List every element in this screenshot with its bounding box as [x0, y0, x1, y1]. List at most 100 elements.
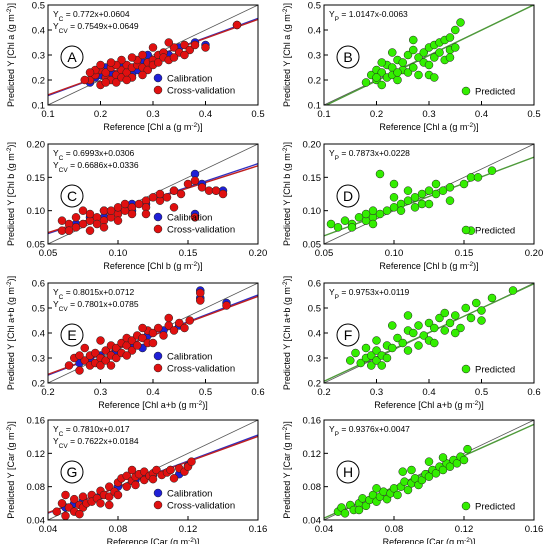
y-tick-label: 0.12 [27, 449, 46, 460]
predicted-point [451, 43, 460, 52]
panel-badge-letter: D [343, 188, 353, 204]
equation-1: YP = 0.9753x+0.0119 [329, 287, 410, 301]
predicted-point [414, 321, 423, 330]
predicted-point [445, 462, 455, 471]
predicted-point [459, 455, 469, 465]
panel-badge-letter: A [67, 49, 77, 65]
predicted-point [368, 206, 378, 215]
cv-point [152, 465, 161, 475]
x-tick-label: 0.20 [249, 248, 268, 259]
panel-badge [336, 45, 360, 69]
cv-point [120, 199, 130, 209]
predicted-point [333, 223, 343, 232]
predicted-point [351, 348, 360, 358]
predicted-point [361, 78, 371, 87]
predicted-point [508, 286, 518, 295]
panel-H: 0.04 0.08 0.12 0.16 0.04 0.08 0.12 0.16 Referenc… [282, 416, 544, 544]
y-tick-label: 0.5 [32, 1, 45, 12]
cv-point [78, 492, 88, 501]
predicted-point [346, 356, 355, 365]
predicted-point [487, 293, 497, 303]
predicted-point [451, 328, 460, 338]
x-tick-label: 0.15 [455, 248, 474, 259]
x-tick-label: 0.04 [315, 524, 334, 535]
cv-point [96, 336, 105, 345]
y-tick-label: 0.3 [308, 51, 321, 62]
cv-point [138, 70, 147, 80]
legend-marker-cv [153, 224, 163, 234]
x-tick-label: 0.20 [525, 248, 544, 259]
x-tick-label: 0.3 [94, 387, 107, 398]
cv-point [127, 53, 137, 62]
equation-2: YCV = 0.7622x+0.0184 [53, 436, 139, 450]
y-tick-label: 0.5 [32, 304, 45, 315]
cv-point [185, 316, 194, 325]
x-tick-label: 0.16 [525, 524, 544, 535]
predicted-point [388, 321, 397, 330]
predicted-point [424, 457, 434, 466]
predicted-point [389, 203, 399, 212]
panel-badge [60, 323, 84, 347]
cv-point [101, 356, 110, 365]
y-axis-label: Predicted Y [Chl b (g m-2)] [282, 142, 293, 246]
cv-point [91, 348, 100, 358]
cv-point [78, 206, 88, 215]
plot-frame [47, 419, 259, 521]
x-tick-label: 0.04 [39, 524, 58, 535]
y-tick-label: 0.5 [308, 304, 321, 315]
x-tick-label: 0.05 [315, 248, 334, 259]
cv-point [70, 494, 79, 504]
cv-point [71, 223, 81, 232]
predicted-point [435, 313, 444, 323]
legend-label-predicted: Predicted [475, 502, 515, 513]
predicted-point [377, 361, 386, 370]
cv-point [159, 331, 168, 340]
plot-frame [47, 143, 259, 245]
predicted-point [356, 358, 365, 368]
y-tick-label: 0.16 [303, 416, 322, 427]
cv-point [148, 338, 158, 348]
x-axis-label: Reference [Chl a (g m-2)] [379, 122, 478, 133]
predicted-point [438, 186, 448, 195]
panel-badge [336, 323, 360, 347]
cv-point [71, 213, 81, 222]
predicted-point [445, 318, 455, 328]
x-tick-label: 0.08 [385, 524, 404, 535]
predicted-point [403, 485, 413, 495]
cv-point [112, 353, 121, 363]
x-tick-label: 0.5 [527, 109, 540, 120]
predicted-point [403, 346, 413, 355]
cv-point [190, 176, 200, 185]
cv-point [138, 323, 147, 333]
equation-1: YC = 0.7810x+0.017 [53, 424, 130, 438]
predicted-point [430, 338, 439, 348]
x-tick-label: 0.5 [199, 387, 212, 398]
predicted-point [354, 505, 364, 515]
predicted-point [466, 313, 476, 323]
y-axis-label: Predicted Y [Car (g m-2)] [6, 421, 17, 518]
predicted-point [382, 353, 392, 363]
panel-badge-letter: B [343, 49, 352, 65]
y-tick-label: 0.05 [27, 240, 46, 251]
cv-point [113, 216, 123, 225]
cv-point [64, 361, 74, 370]
y-axis-label: Predicted Y [Chl b (g m-2)] [6, 142, 17, 246]
cv-point [148, 193, 158, 202]
cv-point [162, 193, 172, 202]
y-tick-label: 0.2 [308, 379, 321, 390]
cv-point [138, 50, 147, 60]
predicted-point [430, 73, 439, 82]
x-tick-label: 0.1 [317, 109, 330, 120]
x-axis-label: Reference [Chl b (g m-2)] [379, 261, 478, 272]
cv-point [85, 226, 95, 235]
predicted-point [414, 70, 423, 80]
cv-point [75, 509, 84, 519]
panel-F: 0.2 0.3 0.4 0.5 0.6 0.2 0.3 0.4 0.5 0.6 Reference … [282, 276, 541, 410]
legend-marker-cv [153, 363, 163, 373]
cv-point [169, 203, 179, 212]
panel-badge-letter: G [67, 464, 78, 480]
cv-point [141, 209, 151, 219]
cv-point [52, 507, 61, 516]
cv-point [75, 366, 84, 375]
